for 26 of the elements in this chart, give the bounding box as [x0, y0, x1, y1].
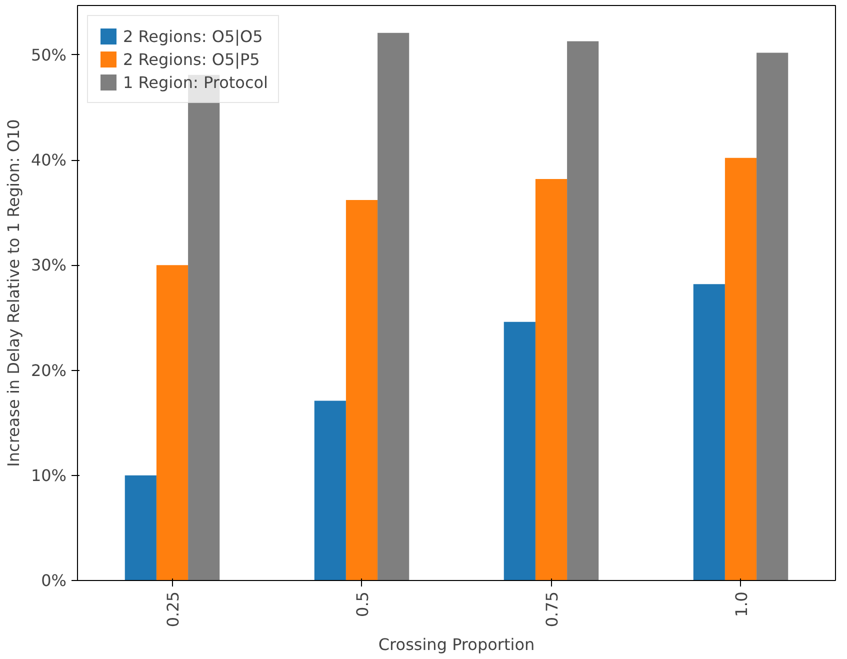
y-tick-label: 0%: [41, 571, 67, 590]
bar: [156, 265, 188, 580]
bar: [314, 400, 346, 580]
x-tick-label: 0.75: [542, 592, 562, 628]
bar: [346, 200, 378, 580]
y-tick-label: 10%: [30, 466, 66, 485]
bar: [504, 322, 536, 580]
y-tick-label: 40%: [30, 150, 66, 170]
y-tick-label: 30%: [30, 256, 66, 275]
bar: [535, 178, 568, 580]
y-axis-title: Increase in Delay Relative to 1 Region: O10: [4, 119, 23, 467]
bar: [756, 52, 788, 580]
legend-label: 2 Regions: O5|O5: [123, 26, 263, 46]
legend-label: 1 Region: Protocol: [123, 72, 268, 92]
x-tick-label: 0.5: [352, 591, 372, 617]
y-tick-label: 50%: [30, 45, 66, 64]
legend-label: 2 Regions: O5|P5: [123, 50, 260, 68]
bar: [378, 32, 410, 580]
x-tick-label: 0.25: [163, 592, 182, 628]
x-tick-label: 1.0: [732, 591, 751, 617]
y-tick-label: 20%: [30, 360, 66, 380]
bar: [693, 284, 725, 580]
bar: [724, 158, 757, 580]
x-axis-title: Crossing Proportion: [378, 635, 535, 654]
bar: [124, 475, 156, 580]
bar: [567, 41, 599, 580]
